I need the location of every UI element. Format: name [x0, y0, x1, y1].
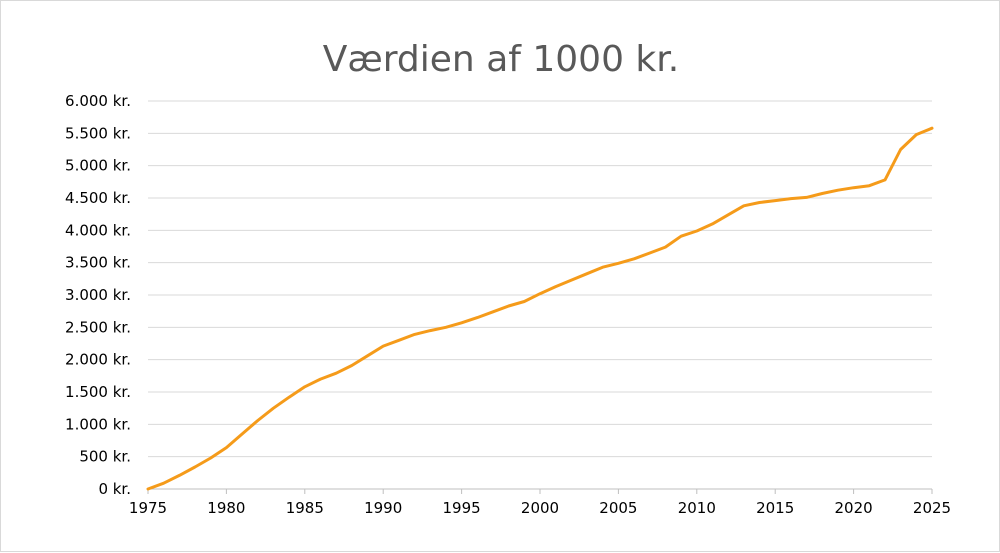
- x-axis-ticks: 1975 1980 1985 1990 1995 2000 2005 2010 2015 2020…: [129, 499, 951, 517]
- y-tick-label: 500 kr.: [79, 448, 131, 466]
- x-tick-label: 2005: [599, 499, 637, 517]
- y-tick-label: 1.000 kr.: [65, 415, 131, 433]
- y-tick-label: 0 kr.: [98, 480, 131, 498]
- x-tick-label: 2025: [913, 499, 951, 517]
- gridlines: [148, 100, 932, 458]
- x-tick-label: 1995: [443, 499, 481, 517]
- y-tick-label: 4.000 kr.: [65, 221, 131, 239]
- series-group: [146, 126, 934, 491]
- x-tick-label: 2020: [835, 499, 873, 517]
- y-tick-label: 6.000 kr.: [65, 92, 131, 110]
- series-line: [146, 126, 934, 491]
- y-tick-label: 1.500 kr.: [65, 383, 131, 401]
- y-tick-label: 2.000 kr.: [65, 351, 131, 369]
- chart-title: Værdien af 1000 kr.: [322, 39, 680, 80]
- y-tick-label: 3.500 kr.: [65, 254, 131, 272]
- y-axis-ticks: 0 kr. 500 kr. 1.000 kr. 1.500 kr. 2.000 kr. 2…: [65, 92, 131, 498]
- axes: [147, 488, 933, 494]
- x-tick-label: 1990: [364, 499, 402, 517]
- y-tick-label: 4.500 kr.: [65, 189, 131, 207]
- x-tick-label: 2015: [756, 499, 794, 517]
- y-tick-label: 5.000 kr.: [65, 157, 131, 175]
- x-tick-label: 2000: [521, 499, 559, 517]
- x-tick-label: 2010: [678, 499, 716, 517]
- x-tick-label: 1985: [286, 499, 324, 517]
- y-tick-label: 5.500 kr.: [65, 124, 131, 142]
- y-tick-label: 3.000 kr.: [65, 286, 131, 304]
- y-tick-label: 2.500 kr.: [65, 318, 131, 336]
- x-tick-label: 1980: [207, 499, 245, 517]
- x-tick-label: 1975: [129, 499, 167, 517]
